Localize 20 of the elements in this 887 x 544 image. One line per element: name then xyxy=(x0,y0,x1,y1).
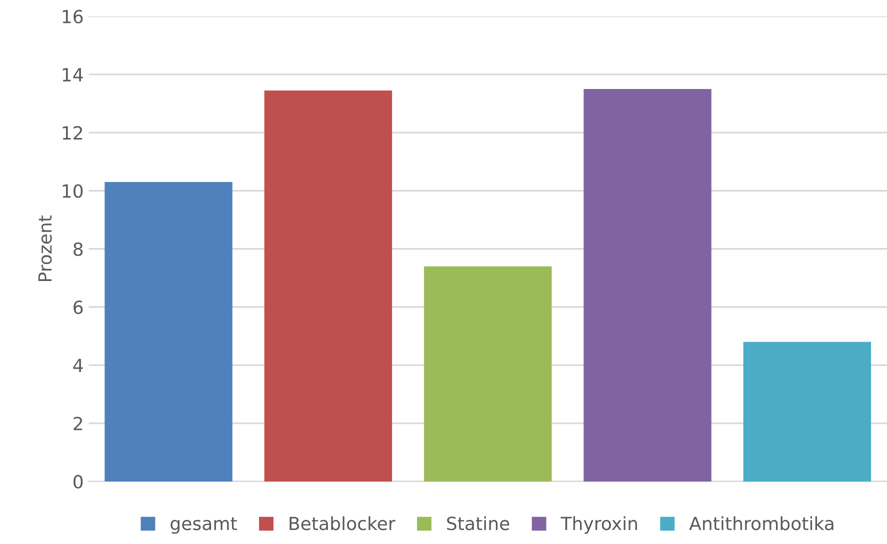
legend-label: Betablocker xyxy=(290,516,396,530)
y-tick-label: 16 xyxy=(62,10,83,24)
y-tick-label: 4 xyxy=(73,358,83,372)
y-tick-label: 14 xyxy=(62,68,83,82)
bar xyxy=(743,342,872,482)
bar xyxy=(584,88,712,482)
bar xyxy=(424,266,552,482)
y-tick-label: 2 xyxy=(74,416,82,430)
y-tick-label: 0 xyxy=(74,474,83,489)
legend-label: Thyroxin xyxy=(560,516,637,534)
y-tick-label: 10 xyxy=(62,184,83,198)
legend-label: gesamt xyxy=(170,517,237,534)
y-tick-label: 6 xyxy=(74,300,83,314)
legend-label: Statine xyxy=(447,516,510,530)
y-tick-label: 12 xyxy=(62,126,82,140)
legend-label: Antithrombotika xyxy=(689,516,834,530)
bar xyxy=(104,182,232,482)
y-axis-title: Prozent xyxy=(38,215,52,281)
y-tick-label: 8 xyxy=(74,242,83,256)
bar xyxy=(264,90,392,482)
